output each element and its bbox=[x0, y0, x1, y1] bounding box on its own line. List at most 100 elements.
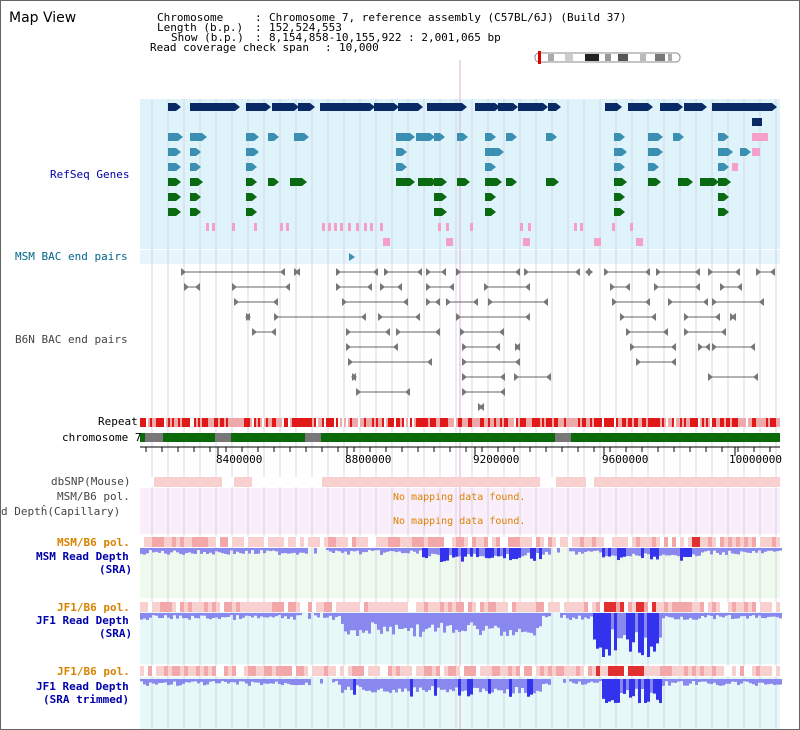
depth-bar bbox=[746, 548, 749, 553]
depth-bar bbox=[473, 679, 476, 688]
gene-arrow bbox=[678, 103, 683, 111]
gene-arrow bbox=[746, 148, 751, 156]
snp-density-cell bbox=[220, 537, 224, 547]
depth-bar bbox=[374, 613, 377, 624]
bac-end-marker bbox=[195, 283, 200, 291]
snp-density-cell bbox=[392, 602, 396, 612]
bac-end-marker bbox=[234, 298, 239, 306]
repeat-element bbox=[326, 418, 328, 427]
repeat-element bbox=[204, 418, 206, 427]
depth-bar bbox=[401, 548, 404, 554]
snp-density-cell bbox=[668, 666, 672, 676]
repeat-element bbox=[500, 418, 502, 427]
depth-bar bbox=[701, 613, 704, 616]
snp-density-cell bbox=[384, 602, 388, 612]
bac-end-marker bbox=[462, 388, 467, 396]
length-value: 152,524,553 bbox=[269, 21, 342, 34]
depth-bar bbox=[215, 613, 218, 618]
pink-feature bbox=[528, 223, 531, 231]
depth-bar bbox=[173, 548, 176, 551]
depth-bar bbox=[683, 679, 686, 686]
repeat-element bbox=[702, 418, 704, 427]
snp-density-cell bbox=[656, 537, 660, 547]
depth-bar bbox=[659, 613, 662, 638]
repeat-element bbox=[522, 418, 524, 427]
depth-bar bbox=[236, 679, 239, 685]
repeat-element bbox=[142, 418, 144, 427]
depth-bar bbox=[596, 548, 599, 551]
depth-bar bbox=[275, 613, 278, 617]
repeat-element bbox=[488, 418, 490, 427]
gene-glyph bbox=[246, 208, 252, 216]
repeat-element bbox=[202, 418, 204, 427]
repeat-element bbox=[140, 418, 142, 427]
snp-density-cell bbox=[340, 666, 344, 676]
depth-bar bbox=[374, 679, 377, 693]
repeat-element bbox=[684, 418, 686, 427]
depth-bar bbox=[257, 548, 260, 554]
depth-bar bbox=[233, 679, 236, 683]
gene-glyph bbox=[434, 178, 442, 186]
repeat-element bbox=[596, 418, 598, 427]
depth-bar bbox=[761, 548, 764, 554]
snp-density-cell bbox=[396, 537, 400, 547]
snp-density-cell bbox=[192, 537, 196, 547]
snp-density-cell bbox=[308, 537, 312, 547]
snp-density-cell bbox=[724, 666, 728, 676]
depth-bar bbox=[191, 613, 194, 616]
depth-bar bbox=[233, 548, 236, 555]
bac-end-marker bbox=[703, 298, 708, 306]
depth-bar bbox=[167, 613, 170, 618]
repeat-element bbox=[658, 418, 660, 427]
bac-end-marker bbox=[336, 268, 341, 276]
depth-bar bbox=[233, 613, 236, 620]
repeat-element bbox=[220, 418, 222, 427]
bac-end-marker bbox=[515, 268, 520, 276]
gene-glyph bbox=[246, 148, 254, 156]
bac-end-marker bbox=[426, 298, 431, 306]
depth-bar bbox=[473, 613, 476, 626]
snp-density-cell bbox=[432, 602, 436, 612]
repeat-element bbox=[156, 418, 158, 427]
repeat-element bbox=[158, 418, 160, 427]
gene-arrow bbox=[772, 103, 777, 111]
depth-bar bbox=[464, 548, 467, 557]
depth-bar bbox=[293, 548, 296, 553]
depth-bar bbox=[656, 548, 659, 560]
snp-density-cell bbox=[204, 666, 208, 676]
bac-end-marker bbox=[426, 283, 431, 291]
snp-density-cell bbox=[168, 602, 172, 612]
gene-glyph bbox=[168, 178, 176, 186]
snp-density-cell bbox=[660, 602, 664, 612]
depth-bar bbox=[716, 548, 719, 553]
snp-density-cell bbox=[204, 602, 208, 612]
bac-end-marker bbox=[488, 298, 493, 306]
pink-feature bbox=[280, 223, 283, 231]
depth-bar bbox=[590, 548, 593, 552]
depth-bar bbox=[431, 679, 434, 687]
snp-density-cell bbox=[524, 602, 528, 612]
bac-end-marker bbox=[449, 283, 454, 291]
bac-end-marker bbox=[610, 283, 615, 291]
gene-glyph bbox=[246, 178, 252, 186]
gene-arrow bbox=[688, 178, 693, 186]
gene-glyph bbox=[190, 208, 196, 216]
depth-bar bbox=[653, 679, 656, 694]
gene-arrow bbox=[442, 208, 447, 216]
depth-bar bbox=[359, 613, 362, 630]
snp-density-cell bbox=[456, 602, 460, 612]
snp-density-cell bbox=[568, 666, 572, 676]
gene-glyph bbox=[485, 178, 497, 186]
snp-density-cell bbox=[676, 602, 680, 612]
depth-bar bbox=[635, 679, 638, 689]
gene-arrow bbox=[176, 163, 181, 171]
snp-density-cell bbox=[576, 602, 580, 612]
depth-bar bbox=[680, 613, 683, 617]
depth-bar bbox=[665, 613, 668, 617]
gene-glyph bbox=[718, 133, 724, 141]
depth-bar bbox=[197, 679, 200, 684]
repeat-element bbox=[422, 418, 424, 427]
depth-bar bbox=[752, 613, 755, 616]
repeat-element bbox=[468, 418, 470, 427]
